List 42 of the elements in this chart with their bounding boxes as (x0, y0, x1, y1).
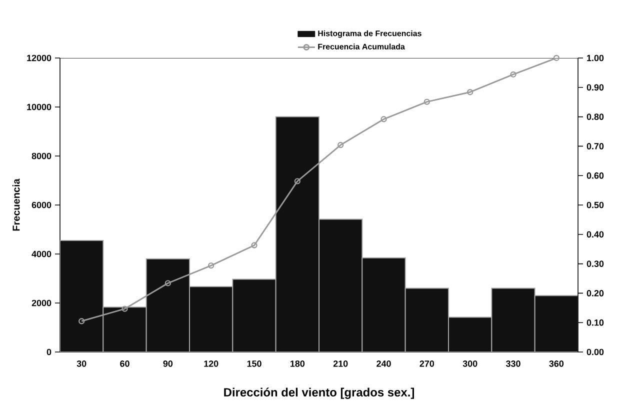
x-tick-label: 90 (163, 360, 173, 367)
point (122, 306, 128, 312)
y2-tick-label: 0.30 (586, 260, 604, 267)
y-tick-label: 8000 (32, 152, 52, 160)
y2-tick-label: 0.10 (586, 319, 604, 326)
point (164, 280, 172, 286)
point (294, 178, 301, 184)
y-tick-label: 12000 (27, 54, 52, 62)
x-tick-label: 120 (204, 360, 218, 367)
y2-tick-label: 1.00 (587, 54, 604, 62)
x-tick-label: 270 (420, 360, 434, 367)
y-tick-label: 10000 (27, 104, 52, 110)
x-tick-label: 30 (76, 360, 86, 367)
y2-tick-label: 0.70 (586, 143, 604, 150)
y2-tick-label: 0.20 (586, 290, 604, 296)
point (510, 71, 516, 78)
y2-tick-label: 0.50 (586, 202, 604, 208)
y2-tick-label: 0.40 (586, 231, 604, 238)
y-tick-label: 0 (46, 348, 52, 356)
point (380, 116, 387, 122)
x-tick-label: 240 (376, 360, 391, 367)
y2-tick-label: 0.90 (586, 84, 604, 91)
point (251, 242, 258, 248)
x-tick-label: 300 (462, 360, 478, 367)
x-tick-label: 360 (549, 360, 564, 367)
y-tick-label: 4000 (32, 250, 52, 258)
x-axis-title: Dirección del viento [grados sex.] (224, 388, 414, 399)
point (424, 98, 430, 105)
x-tick-label: 150 (247, 360, 262, 367)
point (338, 142, 344, 148)
point (467, 89, 474, 96)
y2-tick-label: 0.00 (586, 348, 604, 356)
x-tick-label: 330 (506, 360, 520, 367)
x-tick-label: 180 (290, 360, 305, 367)
y2-tick-label: 0.60 (586, 172, 604, 179)
point (208, 262, 214, 269)
x-tick-label: 60 (120, 360, 130, 367)
y2-tick-label: 0.80 (586, 114, 604, 120)
y-tick-label: 2000 (32, 300, 52, 306)
x-tick-label: 210 (333, 360, 348, 367)
y-tick-label: 6000 (32, 202, 52, 208)
y-axis-title: Frecuencia (12, 178, 20, 231)
